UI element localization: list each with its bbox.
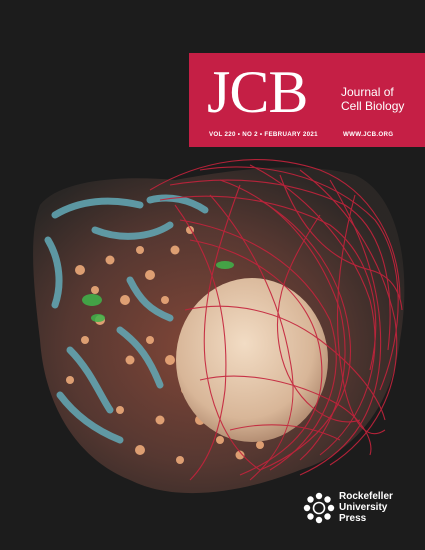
issue-info: VOL 220 • NO 2 • FEBRUARY 2021 bbox=[209, 131, 318, 138]
journal-logo: JCB bbox=[207, 59, 308, 125]
website-url: WWW.JCB.ORG bbox=[343, 131, 394, 138]
masthead-banner: JCB Journal of Cell Biology VOL 220 • NO… bbox=[189, 53, 425, 147]
publisher-name: Rockefeller University Press bbox=[339, 491, 393, 524]
publisher-line-1: Rockefeller bbox=[339, 491, 393, 502]
mitochondria bbox=[44, 194, 209, 444]
filament-network bbox=[149, 159, 403, 481]
journal-name-line-1: Journal of bbox=[341, 85, 394, 99]
journal-name-line-2: Cell Biology bbox=[341, 99, 405, 113]
green-highlights bbox=[82, 261, 234, 322]
publisher-logo: Rockefeller University Press bbox=[303, 491, 413, 535]
vesicles bbox=[66, 226, 264, 464]
publisher-line-3: Press bbox=[339, 513, 367, 524]
journal-name: Journal of Cell Biology bbox=[341, 85, 425, 113]
publisher-line-2: University bbox=[339, 502, 388, 513]
nucleus bbox=[176, 278, 328, 442]
rockefeller-rosette-icon bbox=[303, 492, 335, 524]
